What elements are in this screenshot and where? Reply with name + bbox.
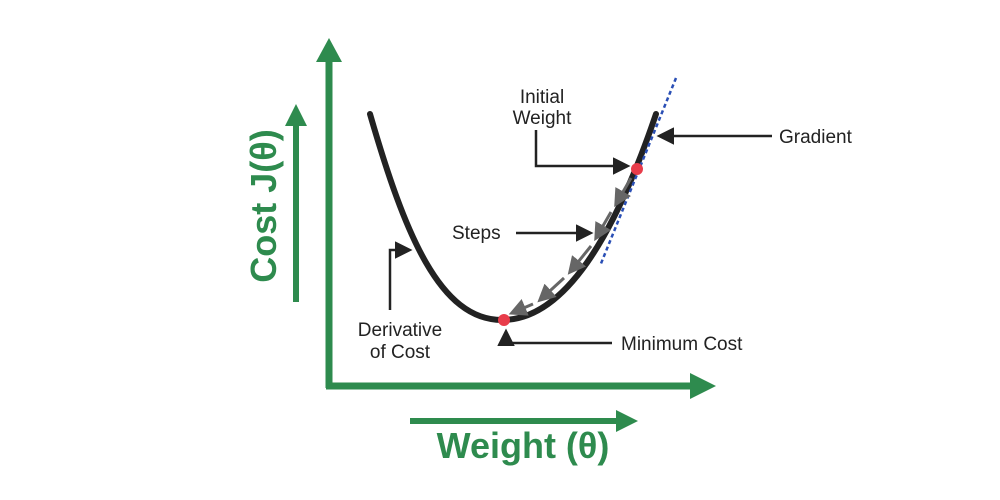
derivative-pointer [388,241,413,310]
initial-weight-pointer [534,130,631,175]
y-axis-title: Cost J(θ) [243,129,284,282]
minimum-cost-pointer [497,328,612,346]
gradient-label: Gradient [779,127,853,148]
cost-curve [367,111,659,324]
x-axis-title: Weight (θ) [437,425,610,466]
step-arrow [567,245,593,275]
step-arrow [508,299,534,316]
initial-weight-label-line1: Initial [520,87,564,108]
initial-weight-label-line2: Weight [513,108,573,129]
descent-steps [508,177,633,316]
derivative-label-line1: Derivative [358,320,442,341]
steps-label: Steps [452,223,501,244]
initial-weight-point [631,163,643,175]
minimum-cost-point [498,314,510,326]
step-arrow [614,177,633,208]
x-axis-arrowhead [690,373,716,399]
derivative-label-line2: of Cost [370,342,431,363]
cost-direction-arrowhead [285,104,307,126]
step-arrow [537,276,566,303]
minimum-cost-label: Minimum Cost [621,334,743,355]
weight-direction-arrowhead [616,410,638,432]
y-axis-arrowhead [316,38,342,62]
step-arrow [594,211,613,242]
